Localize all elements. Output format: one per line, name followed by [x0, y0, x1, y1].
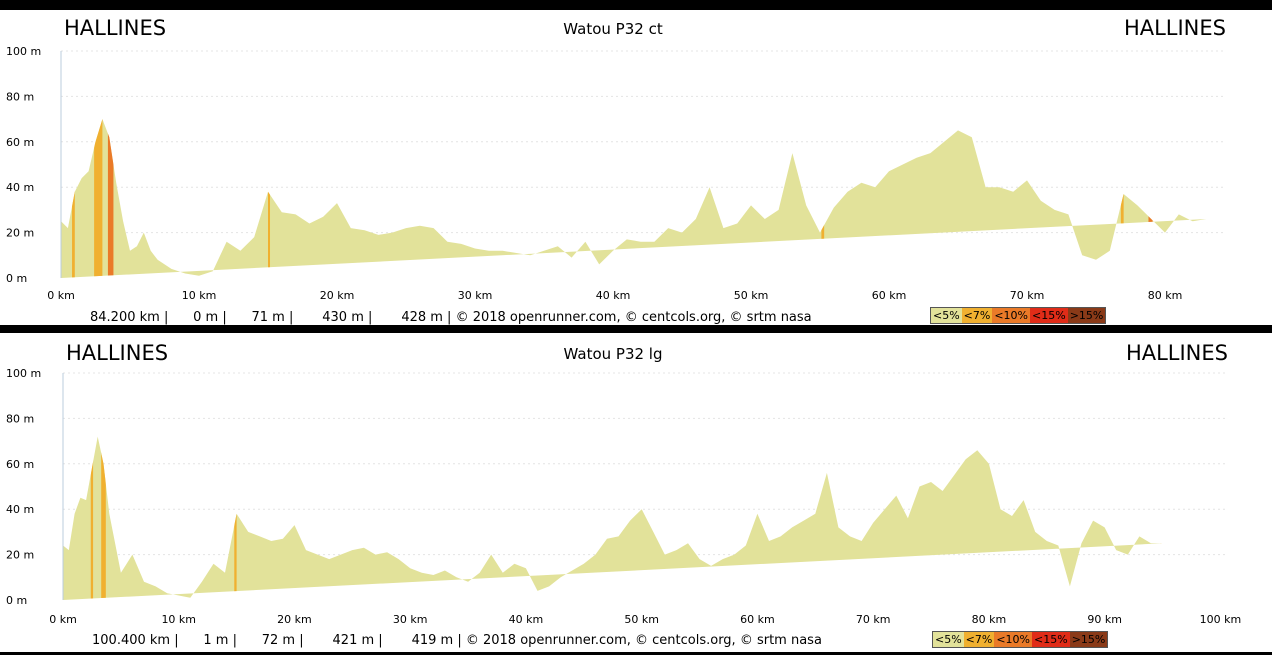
steep-segment	[94, 119, 103, 278]
steep-segment	[1160, 436, 1163, 600]
legend-item: <15%	[1032, 632, 1070, 647]
y-tick-label: 80 m	[6, 90, 34, 103]
steep-segment	[821, 119, 825, 278]
steep-segment	[90, 436, 94, 600]
legend-item: <10%	[994, 632, 1033, 647]
y-tick-label: 100 m	[6, 367, 41, 380]
route-stats: 84.200 km | 0 m | 71 m | 430 m | 428 m |…	[90, 310, 812, 325]
x-tick-label: 10 km	[182, 289, 217, 302]
y-tick-label: 0 m	[6, 594, 27, 607]
y-tick-label: 40 m	[6, 503, 34, 516]
profile-panel-lg: HALLINES Watou P32 lg HALLINES 0 m 20 m 40…	[0, 333, 1272, 652]
x-tick-label: 0 km	[47, 289, 75, 302]
y-tick-label: 60 m	[6, 458, 34, 471]
gradient-legend: <5% <7% <10% <15% >15%	[930, 307, 1107, 324]
legend-item: <7%	[963, 632, 995, 647]
steep-segment	[107, 119, 114, 278]
chart-title: Watou P32 lg	[563, 345, 663, 363]
x-tick-label: 50 km	[624, 613, 659, 626]
y-tick-label: 20 m	[6, 549, 34, 562]
x-tick-label: 10 km	[161, 613, 196, 626]
end-place: HALLINES	[1125, 341, 1228, 365]
x-tick-label: 60 km	[740, 613, 775, 626]
y-tick-label: 20 m	[6, 227, 34, 240]
end-place: HALLINES	[1123, 16, 1226, 40]
elevation-chart: 0 m 20 m 40 m 60 m 80 m 100 m 0 km 10 km 20 km 30…	[6, 45, 1223, 302]
x-tick-label: 20 km	[277, 613, 312, 626]
steep-segment	[72, 119, 75, 278]
y-tick-label: 40 m	[6, 181, 34, 194]
y-tick-label: 80 m	[6, 412, 34, 425]
elevation-chart: 0 m 20 m 40 m 60 m 80 m 100 m 0 km 10 km 20 km 30…	[6, 367, 1242, 626]
x-tick-label: 30 km	[458, 289, 493, 302]
start-place: HALLINES	[66, 341, 169, 365]
x-tick-label: 20 km	[320, 289, 355, 302]
elevation-area	[63, 436, 1163, 600]
x-tick-label: 0 km	[49, 613, 77, 626]
y-tick-label: 100 m	[6, 45, 41, 58]
x-tick-label: 80 km	[1148, 289, 1183, 302]
legend-item: >15%	[1069, 632, 1108, 647]
profile-panel-ct: HALLINES Watou P32 ct HALLINES 0 m 20 m 40…	[0, 10, 1272, 325]
x-tick-label: 90 km	[1087, 613, 1122, 626]
chart-title: Watou P32 ct	[563, 20, 663, 38]
x-tick-label: 30 km	[393, 613, 428, 626]
steep-segment	[101, 436, 106, 600]
steep-segment	[234, 436, 237, 600]
x-tick-label: 40 km	[596, 289, 631, 302]
y-tick-label: 0 m	[6, 272, 27, 285]
x-tick-label: 50 km	[734, 289, 769, 302]
gradient-legend: <5% <7% <10% <15% >15%	[932, 631, 1109, 648]
y-tick-label: 60 m	[6, 136, 34, 149]
elevation-area	[61, 119, 1207, 278]
legend-item: <15%	[1030, 308, 1068, 323]
legend-item: <7%	[961, 308, 993, 323]
x-tick-label: 70 km	[1010, 289, 1045, 302]
steep-segment	[1120, 119, 1124, 278]
legend-item: <5%	[933, 632, 964, 647]
legend-item: <10%	[992, 308, 1031, 323]
x-tick-label: 80 km	[972, 613, 1007, 626]
start-place: HALLINES	[64, 16, 167, 40]
steep-segment	[268, 119, 271, 278]
legend-item: >15%	[1067, 308, 1106, 323]
x-tick-label: 100 km	[1200, 613, 1242, 626]
x-tick-label: 70 km	[856, 613, 891, 626]
x-tick-label: 40 km	[509, 613, 544, 626]
route-stats: 100.400 km | 1 m | 72 m | 421 m | 419 m …	[92, 633, 822, 648]
steep-segment	[1148, 119, 1153, 278]
x-tick-label: 60 km	[872, 289, 907, 302]
legend-item: <5%	[931, 308, 962, 323]
